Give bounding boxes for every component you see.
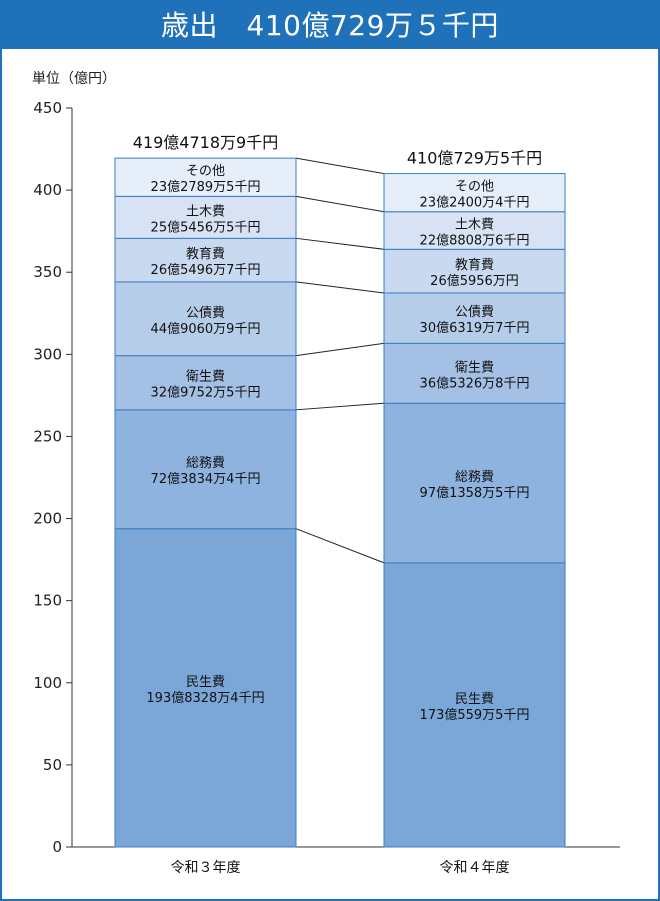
bar-segment [114,528,297,848]
x-category-label: 令和３年度 [171,860,241,876]
y-tick-label: 300 [33,345,62,363]
connector-line [295,528,385,564]
connector-line [295,281,385,294]
connector-line [295,195,385,213]
connector-line [295,342,385,357]
segment-value-label: 26億5956万円 [430,273,519,289]
bar-segment [383,173,566,213]
segment-value-label: 36億5326万8千円 [420,375,530,391]
y-tick-label: 250 [33,427,62,445]
segment-name-label: 土木費 [186,204,225,219]
bar-segment [383,402,566,564]
bar-segment [383,248,566,294]
bar-segment [383,342,566,404]
bar-segment [383,211,566,250]
segment-name-label: 教育費 [186,246,225,262]
connector-line [295,237,385,250]
segment-value-label: 44億9060万9千円 [151,321,261,337]
segment-value-label: 25億5456万5千円 [151,219,261,235]
bar-segment [114,281,297,357]
y-tick-label: 200 [33,510,62,528]
segment-name-label: 土木費 [455,218,494,233]
segment-value-label: 193億8328万4千円 [146,690,264,706]
segment-value-label: 32億9752万5千円 [151,385,261,401]
segment-name-label: 公債費 [455,305,494,320]
x-category-label: 令和４年度 [440,860,510,876]
segment-name-label: 民生費 [455,692,494,707]
bar-segment [114,409,297,530]
segment-value-label: 23億2400万4千円 [420,195,530,211]
connector-line [295,157,385,175]
bar-segment [383,562,566,848]
segment-name-label: 衛生費 [186,370,225,385]
bar-segment [114,195,297,239]
y-tick-label: 0 [52,838,62,856]
segment-name-label: 総務費 [186,456,225,471]
segment-name-label: 衛生費 [455,360,494,375]
bar-total-label: 410億729万5千円 [407,149,542,168]
bar-segment [114,157,297,197]
segment-value-label: 23億2789万5千円 [151,179,261,195]
segment-name-label: 公債費 [186,306,225,321]
segment-value-label: 30億6319万7千円 [420,320,530,336]
segment-name-label: 総務費 [455,470,494,485]
y-tick-label: 50 [43,756,62,774]
y-tick-label: 400 [33,181,62,199]
segment-value-label: 72億3834万4千円 [151,471,261,487]
segment-name-label: その他 [455,180,494,195]
bar-segment [114,237,297,283]
segment-value-label: 26億5496万7千円 [151,262,261,278]
y-tick-label: 150 [33,592,62,610]
connector-line [295,402,385,411]
segment-value-label: 22億8808万6千円 [420,233,530,249]
unit-label: 単位（億円） [32,71,116,87]
segment-value-label: 97億1358万5千円 [420,485,530,501]
bar-total-label: 419億4718万9千円 [133,133,278,152]
y-tick-label: 100 [33,674,62,692]
segment-value-label: 173億559万5千円 [420,707,530,723]
chart-title: 歳出 410億729万５千円 [2,2,658,49]
segment-name-label: その他 [186,164,225,179]
y-tick-label: 350 [33,263,62,281]
segment-name-label: 教育費 [455,257,494,273]
y-tick-label: 450 [33,99,62,117]
segment-name-label: 民生費 [186,675,225,690]
